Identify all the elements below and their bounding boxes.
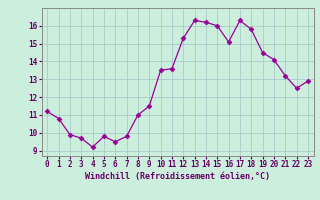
X-axis label: Windchill (Refroidissement éolien,°C): Windchill (Refroidissement éolien,°C) xyxy=(85,172,270,181)
